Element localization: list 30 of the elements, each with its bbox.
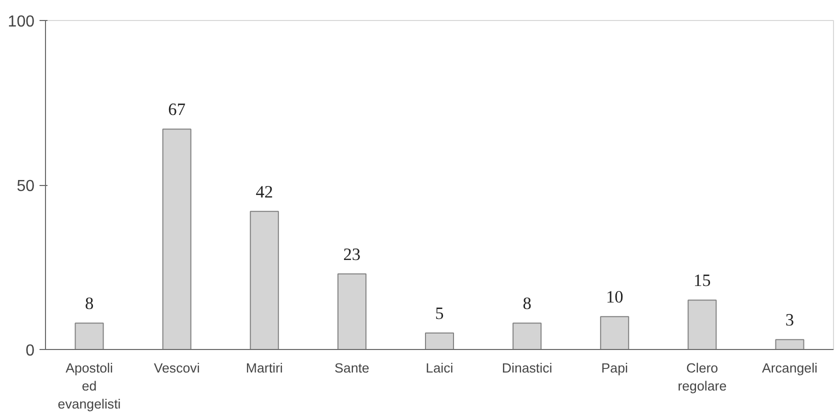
x-tick-label: Apostoli ed evangelisti: [58, 360, 121, 412]
x-tick-label: Arcangeli: [762, 360, 818, 376]
bar: [337, 273, 366, 350]
bar: [688, 300, 717, 350]
y-tick-label: 100: [8, 14, 35, 30]
y-tick-label: 0: [26, 342, 35, 360]
data-label: 8: [84, 294, 94, 314]
data-label: 23: [343, 244, 361, 264]
x-tick-label: Martiri: [246, 360, 283, 376]
bar: [512, 322, 542, 350]
data-label: 15: [694, 271, 711, 290]
bar: [600, 316, 630, 350]
bar: [250, 210, 279, 350]
data-label: 42: [256, 182, 274, 202]
x-tick-label: Sante: [334, 360, 370, 376]
bar: [424, 332, 454, 350]
bar: [775, 339, 804, 350]
data-label: 3: [785, 310, 794, 330]
x-tick-label: Vescovi: [154, 360, 200, 376]
x-tick-label: Laici: [426, 360, 454, 376]
x-tick-label: Papi: [601, 360, 628, 376]
data-label: 67: [168, 100, 186, 120]
bar: [74, 322, 104, 350]
x-tick-label: Dinastici: [502, 360, 552, 376]
bar: [162, 128, 192, 350]
y-tick-label: 50: [16, 178, 35, 195]
x-tick-label: Clero regolare: [678, 360, 727, 394]
data-label: 5: [435, 304, 444, 324]
data-label: 8: [522, 294, 532, 314]
data-label: 10: [606, 288, 624, 307]
